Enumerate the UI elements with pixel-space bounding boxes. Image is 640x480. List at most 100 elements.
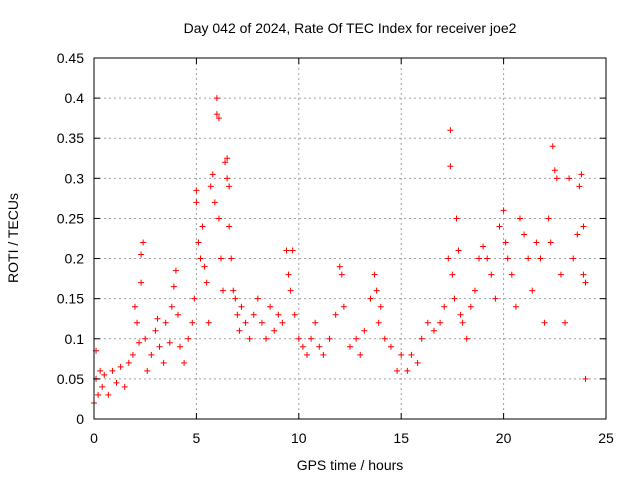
data-point [504, 255, 511, 262]
data-point [228, 255, 235, 262]
data-point [373, 287, 380, 294]
data-point [312, 319, 319, 326]
data-point [201, 263, 208, 270]
data-point [205, 319, 212, 326]
data-point [142, 335, 149, 342]
data-point [174, 311, 181, 318]
data-point [381, 335, 388, 342]
data-point [136, 339, 143, 346]
y-tick-label: 0.3 [65, 170, 85, 186]
data-point [121, 383, 128, 390]
data-point [578, 171, 585, 178]
grid [94, 58, 606, 419]
data-point [340, 303, 347, 310]
data-point [166, 339, 173, 346]
data-point [451, 295, 458, 302]
data-point [525, 255, 532, 262]
data-point [447, 127, 454, 134]
data-point [207, 183, 214, 190]
data-point [338, 271, 345, 278]
data-point [185, 335, 192, 342]
data-point [353, 335, 360, 342]
data-point [217, 255, 224, 262]
data-point [125, 359, 132, 366]
data-point [437, 319, 444, 326]
data-point [283, 247, 290, 254]
data-point [414, 359, 421, 366]
data-point [521, 231, 528, 238]
data-point [303, 351, 310, 358]
data-point [209, 171, 216, 178]
data-point [267, 303, 274, 310]
data-point [529, 287, 536, 294]
data-point [367, 295, 374, 302]
data-point [488, 271, 495, 278]
chart-title: Day 042 of 2024, Rate Of TEC Index for r… [184, 20, 517, 36]
data-point [226, 183, 233, 190]
data-point [291, 311, 298, 318]
data-point [131, 303, 138, 310]
data-point [191, 295, 198, 302]
data-point [287, 287, 294, 294]
data-point [371, 271, 378, 278]
data-point [492, 295, 499, 302]
data-point [347, 343, 353, 350]
data-point [377, 303, 384, 310]
y-tick-label: 0.35 [57, 130, 84, 146]
data-point [476, 255, 483, 262]
data-point [238, 303, 245, 310]
data-point [138, 251, 145, 258]
x-tick-label: 20 [496, 430, 512, 446]
data-point [545, 215, 552, 222]
data-point [230, 287, 237, 294]
data-point [445, 255, 452, 262]
data-point [484, 255, 491, 262]
data-point [295, 335, 302, 342]
x-tick-label: 5 [193, 430, 201, 446]
data-point [242, 319, 249, 326]
data-point [441, 303, 448, 310]
data-point [570, 255, 577, 262]
data-point [160, 359, 167, 366]
x-tick-label: 0 [90, 430, 98, 446]
data-point [140, 239, 147, 246]
data-point [562, 319, 569, 326]
data-point [138, 279, 145, 286]
data-point [168, 303, 175, 310]
data-point [459, 319, 466, 326]
y-axis-tick-labels: 0 0.05 0.1 0.15 0.2 0.25 0.3 0.35 0.4 0.45 [57, 50, 84, 427]
data-point [453, 215, 460, 222]
data-point [197, 255, 204, 262]
data-point [215, 215, 222, 222]
x-tick-label: 15 [393, 430, 409, 446]
data-point [308, 335, 315, 342]
data-point [398, 351, 405, 358]
y-axis-title: ROTI / TECUs [5, 193, 21, 283]
data-point [430, 327, 437, 334]
data-point [222, 159, 229, 166]
data-point [566, 175, 573, 182]
data-point [226, 223, 233, 230]
data-point [541, 319, 548, 326]
data-markers [91, 95, 589, 406]
data-point [508, 271, 515, 278]
data-point [215, 115, 222, 122]
data-point [232, 295, 239, 302]
data-point [557, 271, 564, 278]
y-tick-label: 0.25 [57, 210, 84, 226]
data-point [357, 351, 364, 358]
data-point [263, 335, 270, 342]
data-point [553, 175, 560, 182]
data-point [447, 163, 454, 170]
data-point [455, 247, 462, 254]
data-point [537, 255, 544, 262]
data-point [203, 279, 210, 286]
data-point [234, 311, 241, 318]
x-tick-label: 10 [291, 430, 307, 446]
y-tick-label: 0.4 [65, 90, 85, 106]
data-point [551, 167, 558, 174]
data-point [172, 267, 179, 274]
data-point [375, 319, 382, 326]
data-point [496, 223, 503, 230]
